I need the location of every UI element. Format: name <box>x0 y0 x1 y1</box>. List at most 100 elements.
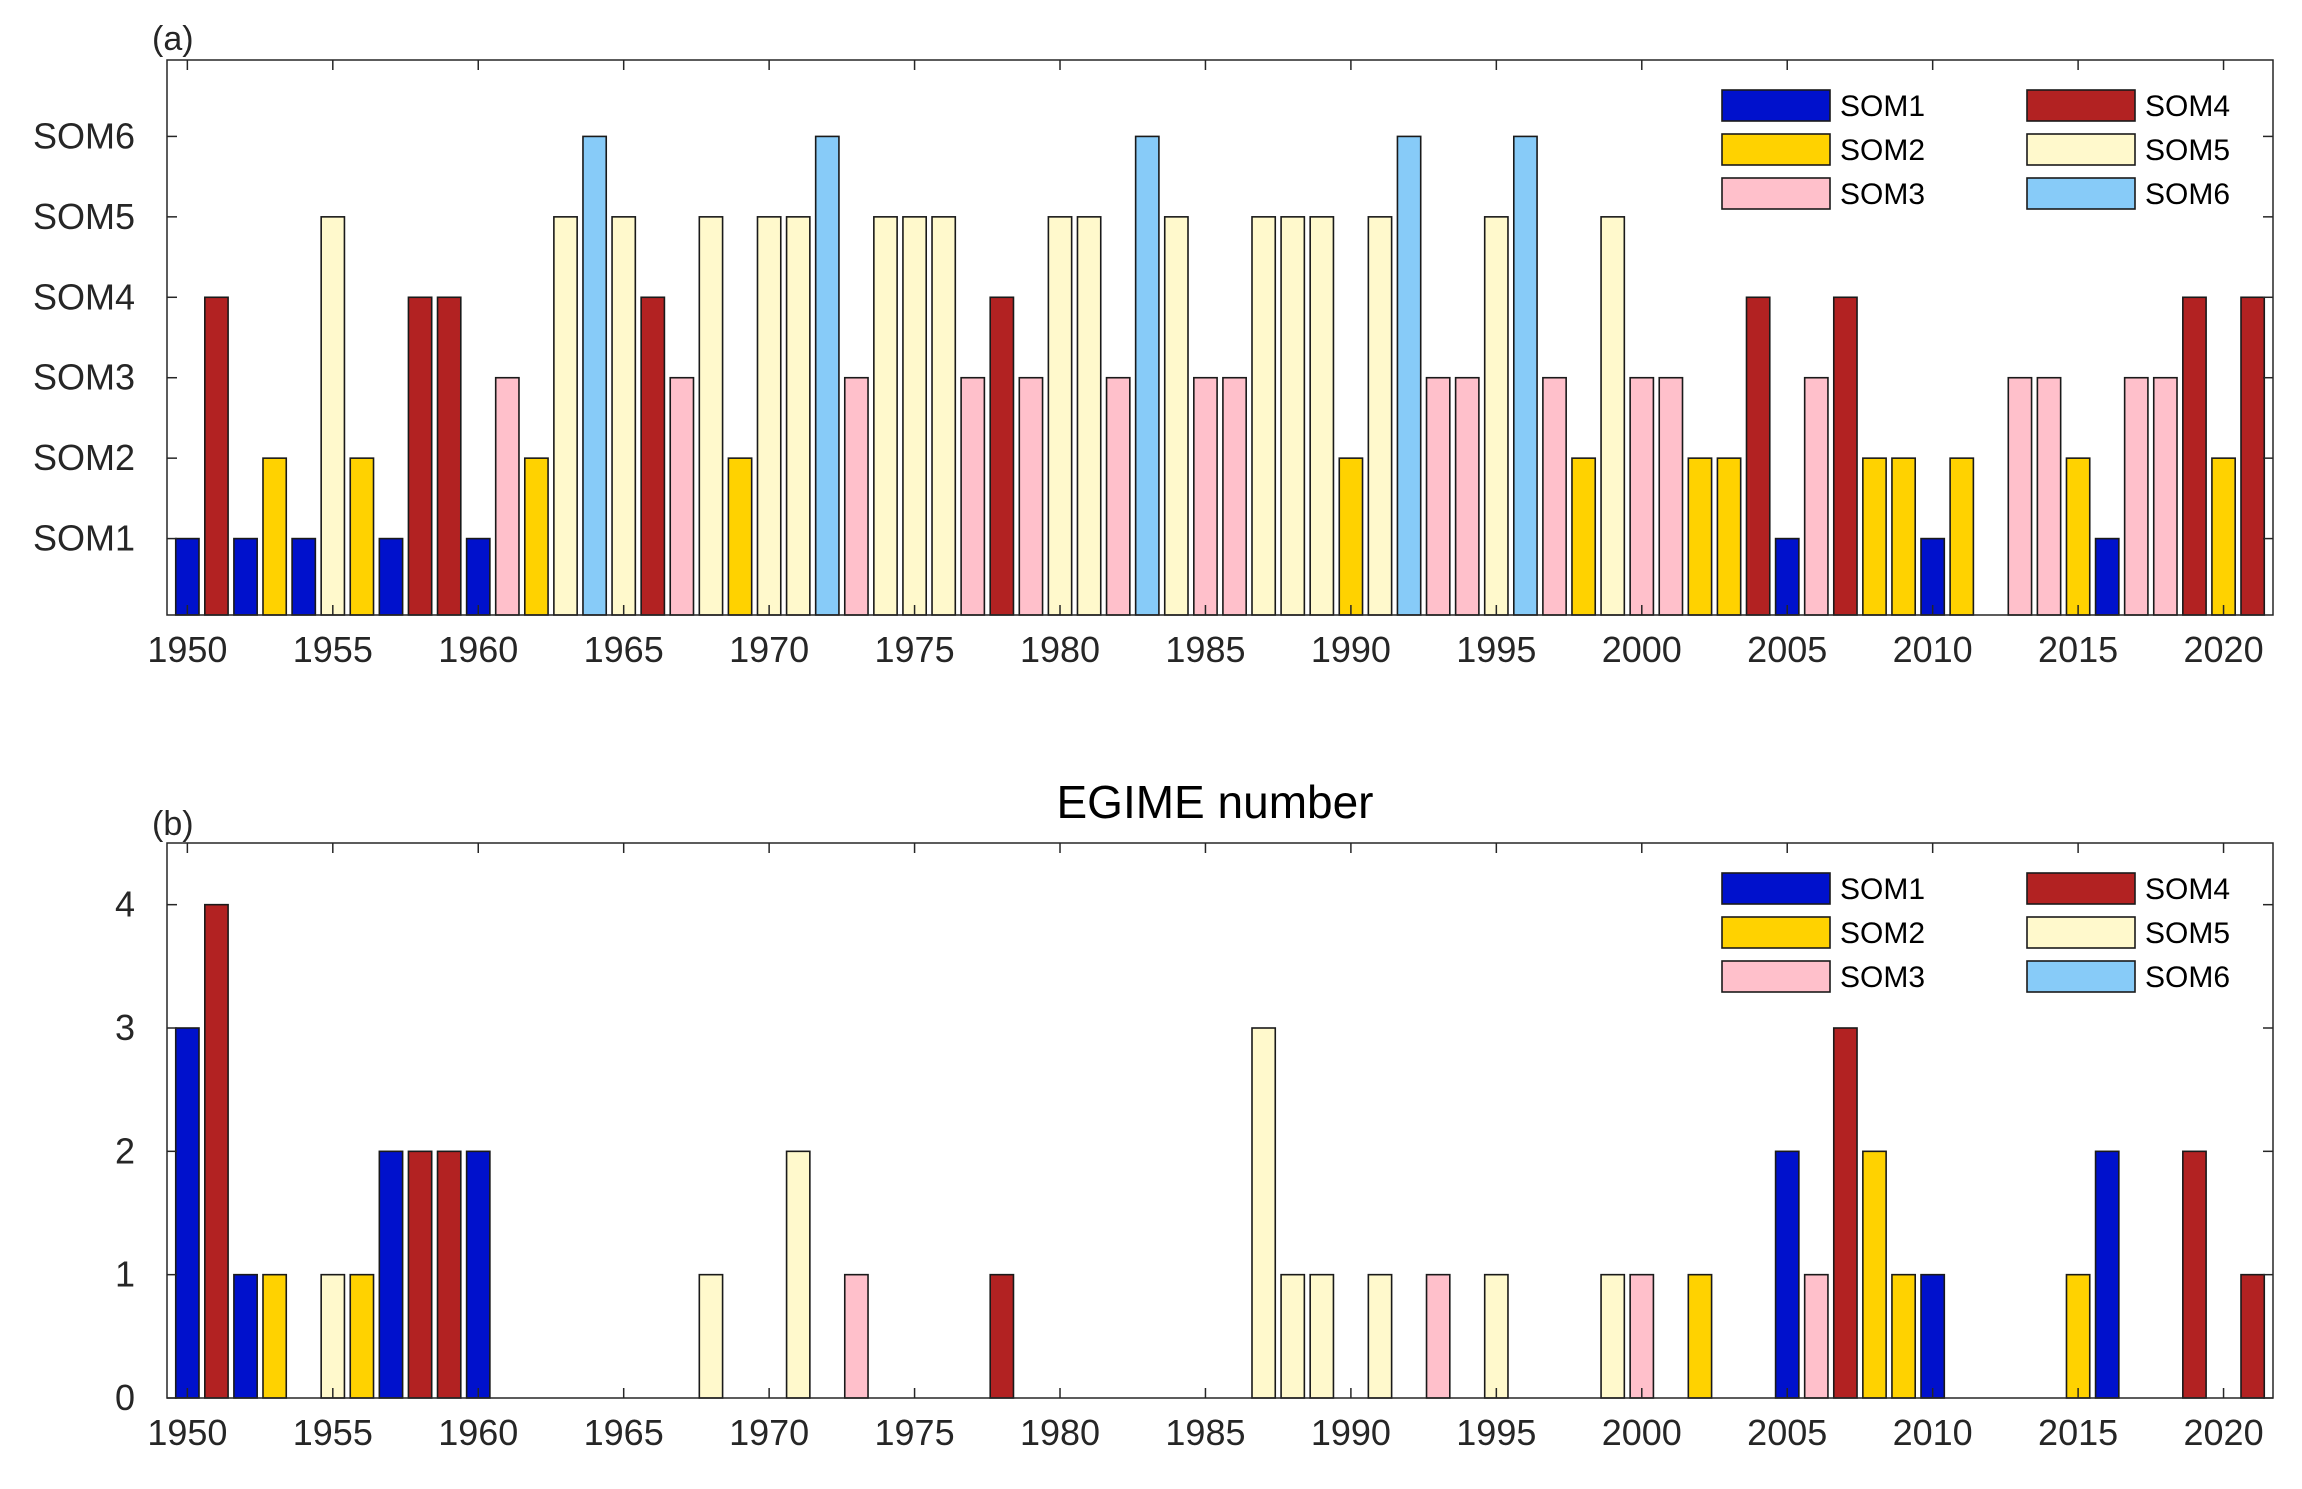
x-tick-label: 1955 <box>293 1412 373 1453</box>
bar-1988 <box>1280 1273 1306 1399</box>
bar-2016 <box>2094 537 2120 616</box>
bar-1981 <box>1076 216 1102 616</box>
bar-2019 <box>2182 1150 2207 1399</box>
bar-1993 <box>1425 1273 1451 1399</box>
bar-1960 <box>465 537 491 616</box>
y-tick-label: 0 <box>115 1377 135 1418</box>
legend-swatch-som5 <box>2026 133 2136 166</box>
bar-1965 <box>611 216 637 616</box>
x-tick-label: 2010 <box>1893 629 1973 670</box>
bar-1992 <box>1396 135 1422 616</box>
bar-1952 <box>233 537 258 616</box>
y-tick-label: SOM2 <box>33 437 135 478</box>
x-tick-label: 2015 <box>2038 1412 2118 1453</box>
bar-1979 <box>1018 376 1044 616</box>
bar-1985 <box>1193 376 1218 616</box>
x-tick-label: 1960 <box>438 1412 518 1453</box>
bar-1966 <box>640 296 666 616</box>
bar-1953 <box>262 457 288 616</box>
bar-1980 <box>1047 216 1073 616</box>
x-tick-label: 2015 <box>2038 629 2118 670</box>
bar-1950 <box>174 537 200 616</box>
legend-label-som6: SOM6 <box>2145 178 2230 211</box>
bar-1988 <box>1280 216 1306 616</box>
bar-1960 <box>465 1150 491 1399</box>
x-tick-label: 1965 <box>584 1412 664 1453</box>
legend-label-som1: SOM1 <box>1840 873 1925 906</box>
bar-1978 <box>989 1273 1015 1399</box>
legend-label-som2: SOM2 <box>1840 917 1925 950</box>
bar-1958 <box>407 296 433 616</box>
x-tick-label: 2000 <box>1602 1412 1682 1453</box>
bar-1961 <box>494 376 520 616</box>
x-tick-label: 1970 <box>729 1412 809 1453</box>
bar-1996 <box>1512 135 1538 616</box>
bar-1991 <box>1367 216 1393 616</box>
y-tick-label: SOM6 <box>33 115 135 156</box>
x-tick-label: 1985 <box>1165 1412 1245 1453</box>
x-tick-label: 1980 <box>1020 1412 1100 1453</box>
bar-2017 <box>2123 376 2149 616</box>
bar-1987 <box>1251 1027 1277 1399</box>
bar-1989 <box>1309 216 1335 616</box>
x-tick-label: 1985 <box>1165 629 1245 670</box>
bar-1955 <box>320 216 346 616</box>
x-tick-label: 1980 <box>1020 629 1100 670</box>
bar-1959 <box>436 296 462 616</box>
panel-b-label: (b) <box>152 805 194 843</box>
x-tick-label: 1990 <box>1311 629 1391 670</box>
x-tick-label: 1995 <box>1456 1412 1536 1453</box>
bar-1974 <box>873 216 898 616</box>
bar-1983 <box>1134 135 1160 616</box>
y-tick-label: SOM3 <box>33 357 135 398</box>
y-tick-label: SOM5 <box>33 196 135 237</box>
bar-2001 <box>1658 376 1684 616</box>
legend-label-som4: SOM4 <box>2145 90 2230 123</box>
y-tick-label: SOM4 <box>33 276 135 317</box>
bar-1958 <box>407 1150 433 1399</box>
bar-2016 <box>2094 1150 2120 1399</box>
panel-a-ticks: 1950 1955 1960 1965 1970 1975 1980 1985 1990 1995… <box>33 60 2273 670</box>
bar-1987 <box>1251 216 1277 616</box>
bar-2009 <box>1891 1273 1917 1399</box>
legend-label-som6: SOM6 <box>2145 961 2230 994</box>
bar-1951 <box>204 903 229 1399</box>
bar-1984 <box>1163 216 1189 616</box>
legend-label-som4: SOM4 <box>2145 873 2230 906</box>
bar-2019 <box>2182 296 2207 616</box>
bar-1953 <box>262 1273 288 1399</box>
bar-1959 <box>436 1150 462 1399</box>
x-tick-label: 1950 <box>147 1412 227 1453</box>
legend-swatch-som1 <box>1721 89 1831 122</box>
bar-1986 <box>1222 376 1247 616</box>
legend-swatch-som6 <box>2026 960 2136 993</box>
bar-1967 <box>669 376 695 616</box>
legend-swatch-som3 <box>1721 177 1831 210</box>
bar-1997 <box>1542 376 1567 616</box>
legend-swatch-som2 <box>1721 133 1831 166</box>
panel-a-legend: SOM1 SOM2 SOM3 SOM4 SOM5 SOM6 <box>1721 89 2230 211</box>
bar-1975 <box>902 216 928 616</box>
bar-2005 <box>1774 537 1800 616</box>
legend-swatch-som6 <box>2026 177 2136 210</box>
bar-2007 <box>1832 296 1858 616</box>
panel-a-axes <box>166 59 2274 616</box>
x-tick-label: 2005 <box>1747 629 1827 670</box>
bar-1999 <box>1600 216 1626 616</box>
panel-a-label: (a) <box>152 20 194 58</box>
bar-1954 <box>291 537 317 616</box>
bar-2006 <box>1803 376 1829 616</box>
bar-2000 <box>1629 1273 1655 1399</box>
bar-1973 <box>843 376 869 616</box>
x-tick-label: 1975 <box>875 1412 955 1453</box>
bar-2013 <box>2007 376 2033 616</box>
bar-1989 <box>1309 1273 1335 1399</box>
x-tick-label: 1960 <box>438 629 518 670</box>
legend-label-som3: SOM3 <box>1840 961 1925 994</box>
bar-1978 <box>989 296 1015 616</box>
bar-2015 <box>2065 1273 2091 1399</box>
bar-2002 <box>1687 457 1713 616</box>
bar-2008 <box>1862 457 1887 616</box>
bar-1956 <box>349 1273 375 1399</box>
y-tick-label: 3 <box>115 1007 135 1048</box>
